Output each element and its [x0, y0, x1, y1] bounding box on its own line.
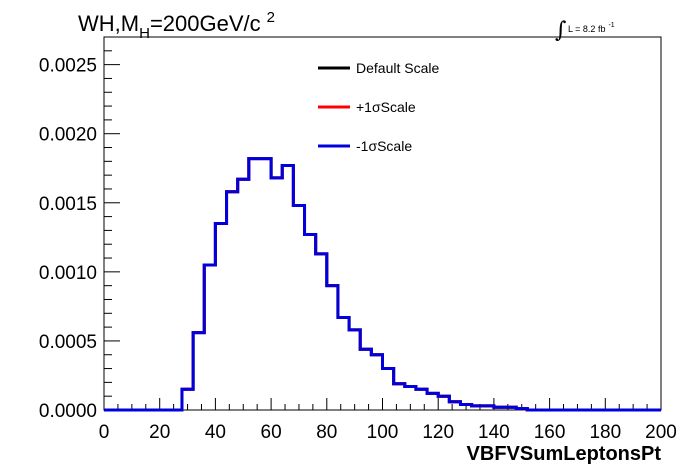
title-sub: H: [139, 25, 150, 42]
lumi-value: L = 8.2 fb: [568, 24, 605, 34]
x-tick-label: 180: [589, 422, 621, 443]
x-tick-label: 0: [99, 422, 110, 443]
title-sup: 2: [267, 9, 275, 26]
axis-ticks: 0 20 40 60 80 100 120 140 160 180 200 0.0000 0.0005 0…: [39, 36, 677, 443]
legend-label-default: Default Scale: [356, 60, 439, 76]
chart-title: WH,MH=200GeV/c 2: [78, 9, 275, 42]
legend: Default Scale +1σScale -1σScale: [318, 60, 439, 154]
luminosity-label: ∫ L = 8.2 fb -1: [555, 18, 615, 43]
x-tick-label: 120: [422, 422, 454, 443]
x-tick-label: 20: [149, 422, 170, 443]
x-tick-label: 60: [261, 422, 282, 443]
y-tick-label: 0.0020: [39, 125, 97, 146]
legend-label-plus: +1σScale: [356, 99, 416, 115]
x-axis-label: VBFVSumLeptonsPt: [467, 443, 662, 465]
lumi-sup: -1: [608, 22, 614, 29]
y-tick-label: 0.0015: [39, 194, 97, 215]
y-tick-label: 0.0010: [39, 263, 97, 284]
x-tick-label: 40: [205, 422, 226, 443]
series-layer: [104, 157, 661, 412]
y-tick-label: 0.0005: [39, 332, 97, 353]
y-tick-label: 0.0025: [39, 56, 97, 77]
x-tick-label: 200: [645, 422, 677, 443]
legend-label-minus: -1σScale: [356, 138, 412, 154]
integral-sign: ∫: [555, 18, 567, 43]
lumi-text: L = 8.2 fb -1: [568, 22, 615, 34]
x-tick-label: 160: [534, 422, 566, 443]
title-rest: =200GeV/c: [150, 11, 261, 36]
series-line-1: [104, 157, 661, 412]
y-tick-label: 0.0000: [39, 401, 97, 422]
x-tick-label: 80: [316, 422, 337, 443]
x-tick-label: 140: [478, 422, 510, 443]
series-line-2: [104, 157, 661, 412]
title-main: WH,M: [78, 11, 139, 36]
series-line-0: [104, 157, 661, 412]
x-tick-label: 100: [367, 422, 399, 443]
